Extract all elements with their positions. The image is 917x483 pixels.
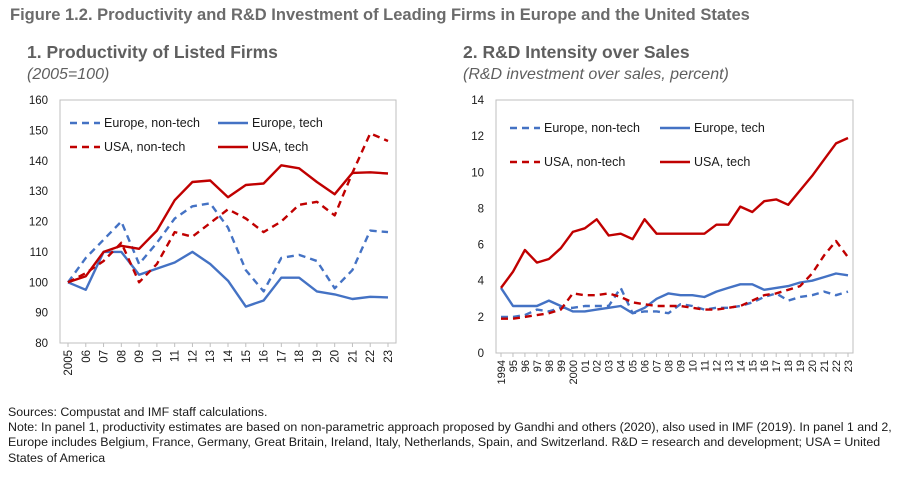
series-line-europe-tech: [499, 272, 849, 315]
x-tick-label: 95: [508, 360, 520, 372]
y-tick-label: 150: [29, 125, 48, 137]
series-line-europe-non-tech: [501, 286, 849, 319]
legend-label-europe-tech: Europe, tech: [252, 116, 323, 130]
x-tick-label: 2005: [63, 350, 75, 376]
x-tick-label: 16: [759, 360, 771, 372]
x-tick-label: 17: [276, 350, 288, 363]
x-tick-label: 07: [652, 360, 664, 372]
x-tick-label: 22: [831, 360, 843, 372]
x-tick-label: 20: [330, 350, 342, 363]
sources-text: Sources: Compustat and IMF staff calcula…: [8, 405, 268, 419]
series-line-europe-non-tech: [67, 202, 389, 293]
x-tick-label: 20: [807, 360, 819, 372]
x-tick-label: 18: [294, 350, 306, 363]
productivity-chart: 80 90 100 110 120 130 140 150 160 2005 06 07 08 09 10 1…: [29, 95, 397, 376]
legend-label-usa-non-tech: USA, non-tech: [104, 140, 185, 154]
x-tick-label: 98: [544, 360, 556, 372]
x-tick-label: 08: [664, 360, 676, 372]
legend-label-usa-tech: USA, tech: [252, 140, 308, 154]
series-line-usa-non-tech: [67, 132, 389, 284]
x-tick-label: 19: [795, 360, 807, 372]
x-tick-label: 99: [556, 360, 568, 372]
x-tick-label: 05: [628, 360, 640, 372]
x-tick-label: 96: [520, 360, 532, 372]
x-tick-label: 21: [819, 360, 831, 372]
panel2-title: 2. R&D Intensity over Sales: [463, 42, 690, 62]
x-tick-label: 23: [383, 350, 395, 363]
x-tick-label: 12: [711, 360, 723, 372]
x-tick-label: 18: [783, 360, 795, 372]
x-tick-label: 19: [312, 350, 324, 363]
y-tick-label: 12: [471, 131, 484, 143]
x-tick-label: 01: [580, 360, 592, 372]
x-tick-label: 16: [259, 350, 271, 363]
y-tick-label: 160: [29, 95, 48, 107]
x-tick-label: 04: [616, 360, 628, 372]
series-line-usa-tech: [500, 136, 849, 289]
y-tick-label: 90: [35, 308, 48, 320]
x-tick-label: 97: [532, 360, 544, 372]
y-tick-label: 110: [30, 247, 48, 259]
x-tick-label: 03: [604, 360, 616, 372]
panel1-title: 1. Productivity of Listed Firms: [27, 42, 278, 62]
x-tick-label: 12: [187, 350, 199, 363]
notes-block: Sources: Compustat and IMF staff calcula…: [8, 405, 913, 466]
x-tick-label: 21: [347, 350, 359, 363]
x-tick-label: 11: [699, 360, 711, 371]
x-tick-label: 09: [675, 360, 687, 372]
x-tick-label: 1994: [496, 360, 508, 384]
figure-title: Figure 1.2. Productivity and R&D Investm…: [10, 6, 750, 24]
y-tick-label: 80: [35, 338, 48, 350]
x-tick-label: 06: [640, 360, 652, 372]
x-tick-label: 09: [134, 350, 146, 363]
plot-frame: [59, 99, 397, 344]
x-tick-label: 13: [205, 350, 217, 363]
y-tick-label: 120: [29, 217, 48, 229]
series-line-usa-non-tech: [501, 239, 849, 320]
legend-label-europe-non-tech: Europe, non-tech: [104, 116, 200, 130]
y-tick-label: 2: [478, 312, 484, 324]
series-line-europe-tech: [67, 250, 389, 308]
legend-label-usa-non-tech: USA, non-tech: [544, 155, 625, 169]
x-tick-label: 10: [687, 360, 699, 372]
x-tick-label: 22: [365, 350, 377, 363]
panel2-subtitle: (R&D investment over sales, percent): [463, 66, 729, 83]
x-tick-label: 10: [152, 350, 164, 363]
x-tick-label: 14: [223, 349, 235, 362]
panel1-subtitle: (2005=100): [27, 66, 110, 83]
y-tick-label: 10: [471, 167, 484, 179]
x-tick-label: 08: [116, 350, 128, 363]
x-tick-label: 07: [99, 350, 111, 363]
legend-label-europe-tech: Europe, tech: [694, 121, 765, 135]
y-tick-label: 0: [478, 348, 484, 360]
y-tick-label: 6: [478, 240, 484, 252]
x-tick-label: 15: [241, 350, 253, 363]
y-tick-label: 8: [478, 203, 484, 215]
x-tick-label: 06: [81, 350, 93, 363]
series-line-usa-tech: [67, 164, 389, 284]
note-text: Note: In panel 1, productivity estimates…: [8, 420, 892, 465]
y-tick-label: 14: [471, 95, 484, 107]
legend-label-europe-non-tech: Europe, non-tech: [544, 121, 640, 135]
y-tick-label: 4: [478, 276, 485, 288]
x-tick-label: 11: [170, 350, 182, 362]
x-tick-label: 2000: [568, 360, 580, 384]
y-tick-label: 140: [29, 156, 48, 168]
x-tick-label: 23: [843, 360, 855, 372]
legend-label-usa-tech: USA, tech: [694, 155, 750, 169]
x-tick-label: 15: [747, 360, 759, 372]
y-tick-label: 100: [29, 277, 48, 289]
x-tick-label: 02: [592, 360, 604, 372]
plot-frame: [495, 99, 854, 354]
x-tick-label: 14: [735, 360, 747, 372]
x-tick-label: 13: [723, 360, 735, 372]
y-tick-label: 130: [29, 186, 48, 198]
x-tick-label: 17: [771, 360, 783, 372]
